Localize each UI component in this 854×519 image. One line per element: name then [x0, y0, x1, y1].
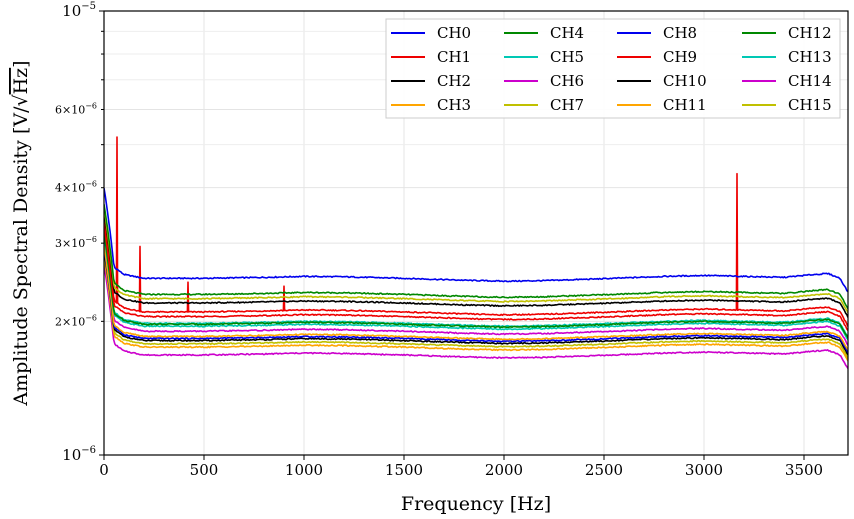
legend-label: CH15 — [788, 96, 832, 114]
y-major-tick-label: 10−5 — [62, 1, 96, 20]
y-minor-tick-label: 3×10−6 — [55, 235, 97, 250]
legend-entry-ch0: CH0 — [391, 24, 471, 42]
y-axis-title-close: ] — [10, 60, 32, 67]
series-line-ch5 — [104, 234, 848, 341]
tick-exponent: −6 — [85, 180, 97, 189]
legend-label: CH9 — [663, 48, 697, 66]
x-tick-label: 0 — [99, 461, 109, 479]
y-axis-title-sqrt-arg: Hz — [10, 68, 32, 95]
tick-exponent: −6 — [85, 102, 97, 111]
x-axis-title: Frequency [Hz] — [401, 493, 551, 515]
y-axis-title-text: Amplitude Spectral Density [V/√Hz] — [10, 60, 32, 406]
x-tick-label: 3500 — [785, 461, 823, 479]
legend-entry-ch1: CH1 — [391, 48, 471, 66]
x-tick-label: 500 — [190, 461, 219, 479]
tick-exponent: −6 — [81, 445, 96, 456]
series-line-ch2 — [104, 212, 848, 318]
y-minor-tick-label: 4×10−6 — [55, 180, 97, 195]
series-line-ch14 — [104, 240, 848, 346]
series-line-ch11 — [104, 256, 848, 362]
series-line-ch12 — [104, 233, 848, 339]
legend-entry-ch9: CH9 — [617, 48, 697, 66]
tick-mantissa: 3×10 — [55, 237, 85, 250]
series-line-ch10 — [104, 249, 848, 356]
x-tick-label: 3000 — [685, 461, 723, 479]
legend-label: CH2 — [437, 72, 471, 90]
legend-entry-ch5: CH5 — [504, 48, 584, 66]
legend-label: CH0 — [437, 24, 471, 42]
tick-mantissa: 2×10 — [55, 315, 85, 328]
series-line-ch9 — [104, 225, 848, 331]
y-minor-tick-label: 2×10−6 — [55, 313, 97, 328]
legend-label: CH8 — [663, 24, 697, 42]
legend-entry-ch4: CH4 — [504, 24, 584, 42]
plot-frame — [103, 10, 849, 456]
tick-exponent: −6 — [85, 235, 97, 244]
legend-entry-ch13: CH13 — [742, 48, 832, 66]
tick-mantissa: 4×10 — [55, 182, 85, 195]
x-tick-label: 1500 — [385, 461, 423, 479]
legend-box — [385, 18, 841, 119]
x-tick-label: 2000 — [485, 461, 523, 479]
legend-label: CH7 — [550, 96, 584, 114]
legend-entry-ch2: CH2 — [391, 72, 471, 90]
legend-label: CH10 — [663, 72, 707, 90]
legend-entry-ch3: CH3 — [391, 96, 471, 114]
tick-layer — [99, 10, 805, 460]
series-line-ch7 — [104, 208, 848, 314]
legend-entry-ch10: CH10 — [617, 72, 707, 90]
x-tick-label: 2500 — [585, 461, 623, 479]
legend-entry-ch8: CH8 — [617, 24, 697, 42]
series-line-ch15 — [104, 252, 848, 359]
series-line-ch0 — [104, 187, 848, 293]
series-line-ch8 — [104, 247, 848, 354]
x-tick-label: 1000 — [285, 461, 323, 479]
legend-label: CH11 — [663, 96, 707, 114]
legend-label: CH1 — [437, 48, 471, 66]
y-axis-title-sqrt-sign: √ — [10, 94, 32, 107]
legend-entry-ch15: CH15 — [742, 96, 832, 114]
legend-entry-ch12: CH12 — [742, 24, 832, 42]
legend-label: CH3 — [437, 96, 471, 114]
series-line-ch3 — [104, 245, 848, 351]
series-layer — [104, 136, 848, 369]
y-minor-tick-label: 6×10−6 — [55, 102, 97, 117]
legend-label: CH13 — [788, 48, 832, 66]
legend-entry-ch6: CH6 — [504, 72, 584, 90]
tick-mantissa: 6×10 — [55, 104, 85, 117]
tick-mantissa: 10 — [62, 446, 81, 464]
legend-entry-ch7: CH7 — [504, 96, 584, 114]
series-line-ch1 — [104, 136, 848, 327]
series-line-ch6 — [104, 264, 848, 369]
label-layer: 0 500 1000 1500 2000 2500 3000 350010−610−52×10… — [55, 1, 823, 479]
series-line-ch4 — [104, 204, 848, 310]
legend-label: CH12 — [788, 24, 832, 42]
legend-entry-ch14: CH14 — [742, 72, 832, 90]
legend-label: CH4 — [550, 24, 584, 42]
y-axis-title: Amplitude Spectral Density [V/√Hz] — [10, 60, 32, 406]
y-axis-title-main: Amplitude Spectral Density [V/ — [10, 106, 32, 407]
tick-exponent: −6 — [85, 313, 97, 322]
legend-label: CH6 — [550, 72, 584, 90]
legend-label: CH5 — [550, 48, 584, 66]
y-major-tick-label: 10−6 — [62, 445, 96, 464]
legend-entry-ch11: CH11 — [617, 96, 707, 114]
legend: CH0 CH1 CH2 CH3 CH4 CH5 CH6 CH7 CH8 CH9 CH10 CH11 CH… — [385, 18, 841, 119]
tick-mantissa: 10 — [62, 2, 81, 20]
legend-label: CH14 — [788, 72, 832, 90]
tick-exponent: −5 — [81, 1, 96, 12]
